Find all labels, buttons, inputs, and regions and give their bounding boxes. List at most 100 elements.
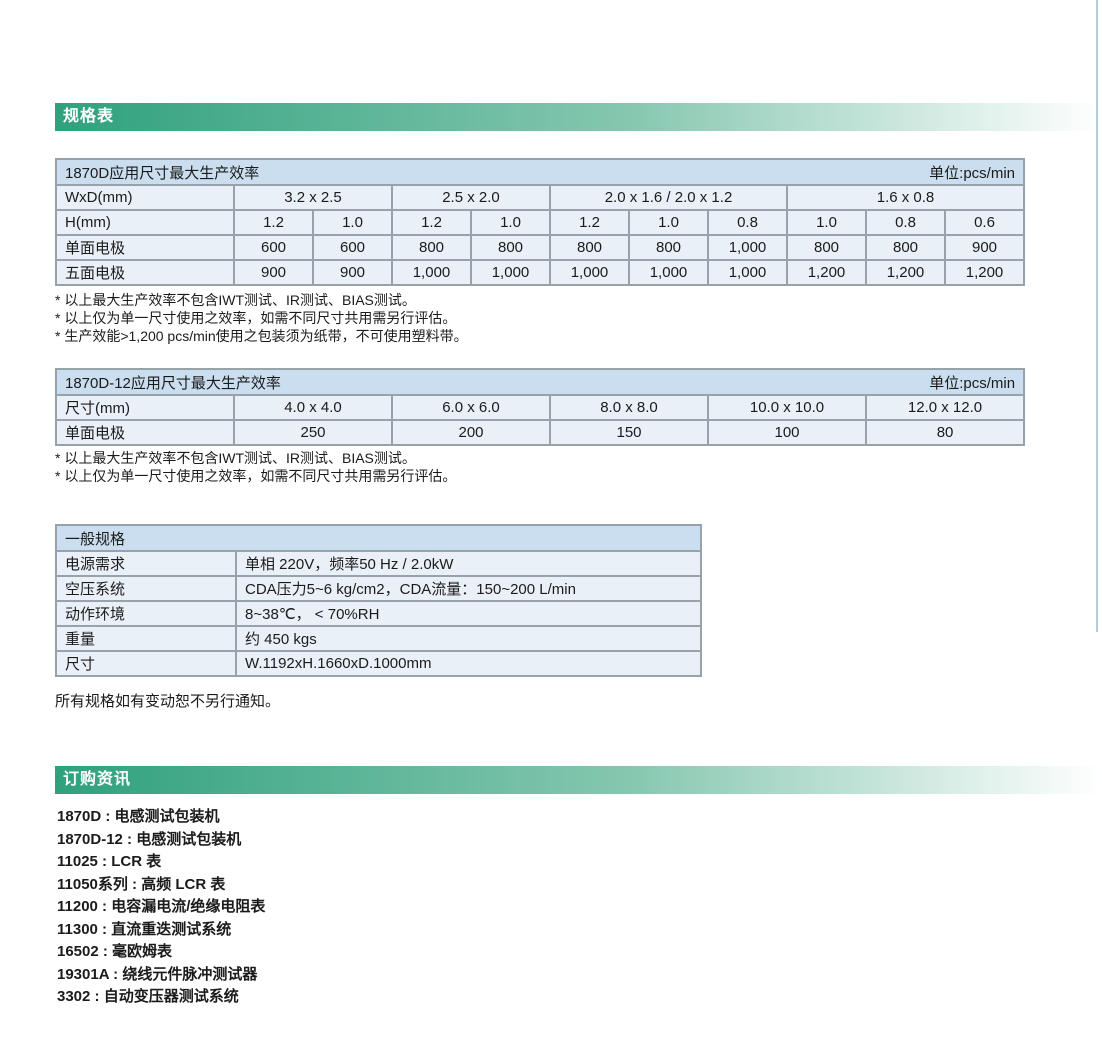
table-cell: 10.0 x 10.0 — [707, 394, 867, 421]
table-cell: 600 — [233, 234, 314, 261]
table-cell: 100 — [707, 419, 867, 446]
table-cell: 1.2 — [391, 209, 472, 236]
footnotes-table1: * 以上最大生产效率不包含IWT测试、IR测试、BIAS测试。 * 以上仅为单一… — [55, 291, 468, 345]
table-cell: 800 — [391, 234, 472, 261]
table-row: 电源需求 单相 220V，频率50 Hz / 2.0kW — [55, 550, 703, 577]
table-cell: 600 — [312, 234, 393, 261]
footnote: * 以上仅为单一尺寸使用之效率，如需不同尺寸共用需另行评估。 — [55, 310, 457, 326]
table-cell: 0.8 — [707, 209, 788, 236]
table-cell: 800 — [549, 234, 630, 261]
table-cell: 2.5 x 2.0 — [391, 184, 551, 211]
spec-table-1870d-12: 1870D-12应用尺寸最大生产效率 单位:pcs/min 尺寸(mm) 4.0… — [54, 368, 1026, 446]
table-cell: 0.8 — [865, 209, 946, 236]
table-row: H(mm) 1.2 1.0 1.2 1.0 1.2 1.0 0.8 1.0 0.… — [55, 209, 1026, 236]
table-row: 重量 约 450 kgs — [55, 625, 703, 652]
row-header-size: 尺寸(mm) — [55, 394, 235, 421]
footnotes-table2: * 以上最大生产效率不包含IWT测试、IR测试、BIAS测试。 * 以上仅为单一… — [55, 449, 456, 485]
ordering-item: 11300 : 直流重迭测试系统 — [57, 920, 232, 938]
table-cell: 1.6 x 0.8 — [785, 184, 1026, 211]
table-cell: 1,200 — [786, 259, 867, 286]
footnote: * 以上最大生产效率不包含IWT测试、IR测试、BIAS测试。 — [55, 450, 416, 466]
table-cell: 单相 220V，频率50 Hz / 2.0kW — [234, 550, 703, 577]
table-cell: 6.0 x 6.0 — [391, 394, 551, 421]
table-cell: 80 — [864, 419, 1026, 446]
table-cell: 1,200 — [865, 259, 946, 286]
footnote: * 以上仅为单一尺寸使用之效率，如需不同尺寸共用需另行评估。 — [55, 468, 457, 484]
row-header-environment: 动作环境 — [55, 600, 237, 627]
ordering-item: 11025 : LCR 表 — [57, 853, 162, 870]
table-cell: 1,000 — [549, 259, 630, 286]
table-cell: 800 — [628, 234, 709, 261]
table-row: 1870D应用尺寸最大生产效率 单位:pcs/min — [54, 158, 1026, 186]
table-cell: 8~38℃， < 70%RH — [234, 600, 703, 627]
table-cell: 900 — [943, 234, 1026, 261]
table-row: 尺寸 W.1192xH.1660xD.1000mm — [55, 650, 703, 677]
table-row: 单面电极 250 200 150 100 80 — [55, 419, 1026, 446]
table-cell: 3.2 x 2.5 — [233, 184, 393, 211]
table-cell: 1.2 — [549, 209, 630, 236]
table-cell: 1.0 — [470, 209, 551, 236]
table-cell: 1,000 — [707, 259, 788, 286]
row-header-wxd: WxD(mm) — [55, 184, 235, 211]
spec-table-1870d: 1870D应用尺寸最大生产效率 单位:pcs/min WxD(mm) 3.2 x… — [54, 158, 1026, 286]
row-header-single-electrode: 单面电极 — [55, 419, 235, 446]
table-title: 1870D应用尺寸最大生产效率 — [65, 164, 260, 182]
table-row: 一般规格 — [54, 524, 703, 552]
table-cell: 1.0 — [312, 209, 393, 236]
table-cell: 12.0 x 12.0 — [864, 394, 1026, 421]
table-cell: 1.2 — [233, 209, 314, 236]
table-cell: 2.0 x 1.6 / 2.0 x 1.2 — [549, 184, 788, 211]
table-cell: 200 — [391, 419, 551, 446]
table-cell: 约 450 kgs — [234, 625, 703, 652]
change-notice-text: 所有规格如有变动恕不另行通知。 — [55, 693, 281, 710]
table-cell: 1,000 — [707, 234, 788, 261]
page-edge-line — [1096, 0, 1098, 632]
ordering-item: 19301A : 绕线元件脉冲测试器 — [57, 965, 258, 983]
row-header-single-electrode: 单面电极 — [55, 234, 235, 261]
table-cell: CDA压力5~6 kg/cm2，CDA流量：150~200 L/min — [234, 575, 703, 602]
table-row: 动作环境 8~38℃， < 70%RH — [55, 600, 703, 627]
row-header-power: 电源需求 — [55, 550, 237, 577]
row-header-h: H(mm) — [55, 209, 235, 236]
table-cell: 1,000 — [391, 259, 472, 286]
table-cell: 1.0 — [628, 209, 709, 236]
ordering-item: 1870D : 电感测试包装机 — [57, 808, 220, 825]
row-header-five-electrode: 五面电极 — [55, 259, 235, 286]
section-header-ordering: 订购资讯 — [55, 766, 1102, 794]
table-cell: 900 — [312, 259, 393, 286]
ordering-item: 11050系列 : 高频 LCR 表 — [57, 875, 226, 893]
general-spec-table: 一般规格 电源需求 单相 220V，频率50 Hz / 2.0kW 空压系统 C… — [54, 524, 703, 677]
ordering-item: 11200 : 电容漏电流/绝缘电阻表 — [57, 898, 266, 915]
table-cell: 800 — [865, 234, 946, 261]
table-title: 1870D-12应用尺寸最大生产效率 — [65, 374, 281, 392]
footnote: * 生产效能>1,200 pcs/min使用之包装须为纸带，不可使用塑料带。 — [55, 328, 468, 344]
table-cell: 800 — [786, 234, 867, 261]
table-cell: 1.0 — [786, 209, 867, 236]
table-cell: 1,000 — [628, 259, 709, 286]
table-cell: 8.0 x 8.0 — [549, 394, 709, 421]
table-cell: 4.0 x 4.0 — [233, 394, 393, 421]
table-row: 1870D-12应用尺寸最大生产效率 单位:pcs/min — [54, 368, 1026, 396]
row-header-dimensions: 尺寸 — [55, 650, 237, 677]
row-header-air: 空压系统 — [55, 575, 237, 602]
ordering-item: 1870D-12 : 电感测试包装机 — [57, 830, 242, 848]
table-row: 单面电极 600 600 800 800 800 800 1,000 800 8… — [55, 234, 1026, 261]
table-row: 空压系统 CDA压力5~6 kg/cm2，CDA流量：150~200 L/min — [55, 575, 703, 602]
table-unit-label: 单位:pcs/min — [929, 374, 1016, 392]
table-title: 一般规格 — [54, 524, 703, 552]
table-cell: 0.6 — [943, 209, 1026, 236]
table-cell: 1,200 — [943, 259, 1026, 286]
ordering-list: 1870D : 电感测试包装机 1870D-12 : 电感测试包装机 11025… — [57, 806, 265, 1009]
row-header-weight: 重量 — [55, 625, 237, 652]
table-row: WxD(mm) 3.2 x 2.5 2.5 x 2.0 2.0 x 1.6 / … — [55, 184, 1026, 211]
table-cell: 1,000 — [470, 259, 551, 286]
table-cell: W.1192xH.1660xD.1000mm — [234, 650, 703, 677]
table-row: 尺寸(mm) 4.0 x 4.0 6.0 x 6.0 8.0 x 8.0 10.… — [55, 394, 1026, 421]
table-unit-label: 单位:pcs/min — [929, 164, 1016, 182]
table-row: 五面电极 900 900 1,000 1,000 1,000 1,000 1,0… — [55, 259, 1026, 286]
section-header-specs: 规格表 — [55, 103, 1102, 131]
table-cell: 250 — [233, 419, 393, 446]
table-cell: 900 — [233, 259, 314, 286]
footnote: * 以上最大生产效率不包含IWT测试、IR测试、BIAS测试。 — [55, 292, 416, 308]
ordering-item: 16502 : 毫欧姆表 — [57, 943, 173, 960]
